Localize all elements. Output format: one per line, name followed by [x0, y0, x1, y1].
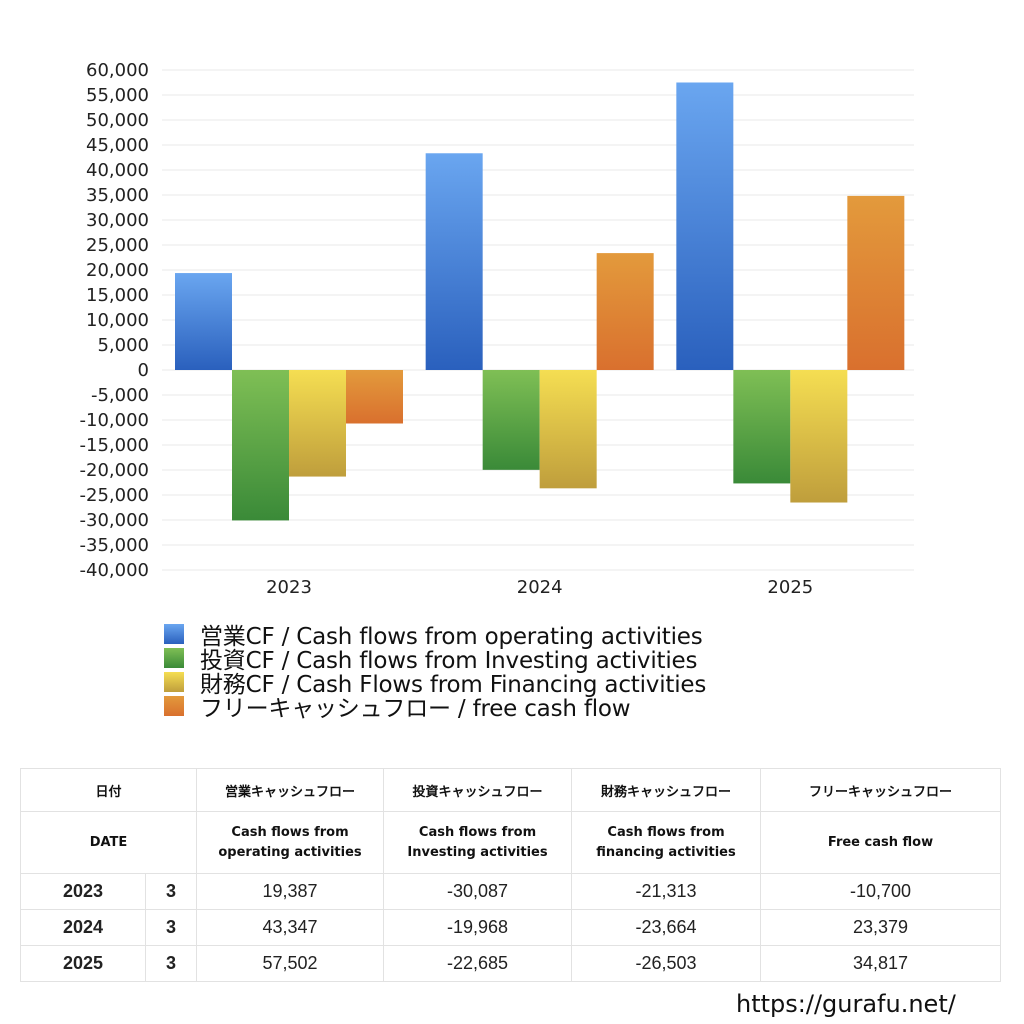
- bar: [482, 370, 540, 470]
- table-row: 2024 3 43,347 -19,968 -23,664 23,379: [20, 909, 1002, 946]
- cell-operating: 19,387: [196, 873, 385, 910]
- legend-swatch-investing: [164, 648, 184, 668]
- cell-investing: -22,685: [383, 945, 573, 982]
- y-tick-label: 5,000: [97, 335, 149, 356]
- cell-free: 34,817: [760, 945, 1002, 982]
- legend-item-financing: 財務CF / Cash Flows from Financing activit…: [164, 670, 706, 698]
- y-tick-label: 20,000: [86, 260, 149, 281]
- legend-label: 営業CF / Cash flows from operating activit…: [200, 624, 703, 650]
- cash-flow-table: 日付 営業キャッシュフロー 投資キャッシュフロー 財務キャッシュフロー フリーキ…: [19, 768, 1002, 982]
- cell-free: -10,700: [760, 873, 1002, 910]
- legend-swatch-financing: [164, 672, 184, 692]
- y-tick-label: 10,000: [86, 310, 149, 331]
- bar: [596, 253, 654, 370]
- bar: [790, 370, 848, 503]
- bar: [425, 153, 483, 370]
- header-investing-jp: 投資キャッシュフロー: [383, 768, 573, 812]
- y-tick-label: -25,000: [80, 485, 149, 506]
- bar: [346, 370, 403, 424]
- y-tick-label: -10,000: [80, 410, 149, 431]
- cell-operating: 57,502: [196, 945, 385, 982]
- legend-label: フリーキャッシュフロー / free cash flow: [200, 696, 631, 722]
- bar: [539, 370, 597, 489]
- y-tick-label: 25,000: [86, 235, 149, 256]
- y-tick-label: -15,000: [80, 435, 149, 456]
- legend-item-investing: 投資CF / Cash flows from Investing activit…: [164, 646, 706, 674]
- header-free-en: Free cash flow: [760, 811, 1002, 874]
- header-operating-en: Cash flows from operating activities: [196, 811, 385, 874]
- y-tick-label: 60,000: [86, 60, 149, 81]
- y-tick-label: 50,000: [86, 110, 149, 131]
- header-financing-en: Cash flows from financing activities: [571, 811, 762, 874]
- bar: [676, 82, 734, 371]
- header-text: Cash flows from: [418, 824, 537, 840]
- y-tick-label: -30,000: [80, 510, 149, 531]
- cell-investing: -30,087: [383, 873, 573, 910]
- cell-financing: -26,503: [571, 945, 762, 982]
- y-tick-label: 15,000: [86, 285, 149, 306]
- cell-financing: -21,313: [571, 873, 762, 910]
- header-text: financing activities: [596, 844, 736, 860]
- legend-label: 財務CF / Cash Flows from Financing activit…: [200, 672, 707, 698]
- chart-legend: 営業CF / Cash flows from operating activit…: [164, 622, 706, 722]
- table-header-row-jp: 日付 営業キャッシュフロー 投資キャッシュフロー 財務キャッシュフロー フリーキ…: [19, 768, 1002, 812]
- header-text: Cash flows from: [231, 824, 349, 840]
- cell-month: 3: [144, 945, 198, 982]
- bar: [289, 370, 346, 477]
- header-date-jp: 日付: [19, 768, 198, 812]
- y-tick-label: 35,000: [86, 185, 149, 206]
- cell-financing: -23,664: [571, 909, 762, 946]
- site-url[interactable]: https://gurafu.net/: [736, 990, 956, 1018]
- table-row: 2025 3 57,502 -22,685 -26,503 34,817: [20, 945, 1002, 982]
- cell-month: 3: [144, 873, 198, 910]
- header-date-en: DATE: [19, 811, 198, 874]
- header-operating-jp: 営業キャッシュフロー: [196, 768, 385, 812]
- y-tick-label: -5,000: [91, 385, 149, 406]
- y-tick-label: 40,000: [86, 160, 149, 181]
- cell-free: 23,379: [760, 909, 1002, 946]
- legend-swatch-operating: [164, 624, 184, 644]
- header-text: Investing activities: [407, 844, 548, 860]
- bar: [847, 195, 905, 370]
- cell-year: 2024: [20, 909, 146, 946]
- legend-item-free-cash-flow: フリーキャッシュフロー / free cash flow: [164, 694, 706, 722]
- header-investing-en: Cash flows from Investing activities: [383, 811, 573, 874]
- bar: [175, 273, 232, 370]
- cash-flow-bar-chart: 60,000 55,000 50,000 45,000 40,000 35,000 30,0…: [80, 60, 914, 598]
- y-tick-label: -35,000: [80, 535, 149, 556]
- legend-label: 投資CF / Cash flows from Investing activit…: [200, 648, 698, 674]
- x-tick-label: 2025: [767, 577, 813, 598]
- y-tick-label: -40,000: [80, 560, 149, 581]
- cell-investing: -19,968: [383, 909, 573, 946]
- table-row: 2023 3 19,387 -30,087 -21,313 -10,700: [20, 873, 1002, 910]
- y-tick-label: 0: [138, 360, 149, 381]
- header-text: Cash flows from: [607, 824, 725, 840]
- cell-month: 3: [144, 909, 198, 946]
- bar: [733, 370, 791, 484]
- y-tick-label: -20,000: [80, 460, 149, 481]
- legend-item-operating: 営業CF / Cash flows from operating activit…: [164, 622, 706, 650]
- table-header-row-en: DATE Cash flows from operating activities…: [19, 811, 1002, 874]
- y-tick-label: 55,000: [86, 85, 149, 106]
- header-free-jp: フリーキャッシュフロー: [760, 768, 1002, 812]
- bar: [232, 370, 289, 521]
- header-text: operating activities: [218, 844, 362, 860]
- x-tick-label: 2024: [517, 577, 563, 598]
- chart-canvas: 60,000 55,000 50,000 45,000 40,000 35,000 30,0…: [80, 60, 914, 598]
- header-financing-jp: 財務キャッシュフロー: [571, 768, 762, 812]
- cell-year: 2025: [20, 945, 146, 982]
- legend-swatch-free-cash-flow: [164, 696, 184, 716]
- y-tick-label: 30,000: [86, 210, 149, 231]
- cell-operating: 43,347: [196, 909, 385, 946]
- cell-year: 2023: [20, 873, 146, 910]
- y-tick-label: 45,000: [86, 135, 149, 156]
- x-tick-label: 2023: [266, 577, 312, 598]
